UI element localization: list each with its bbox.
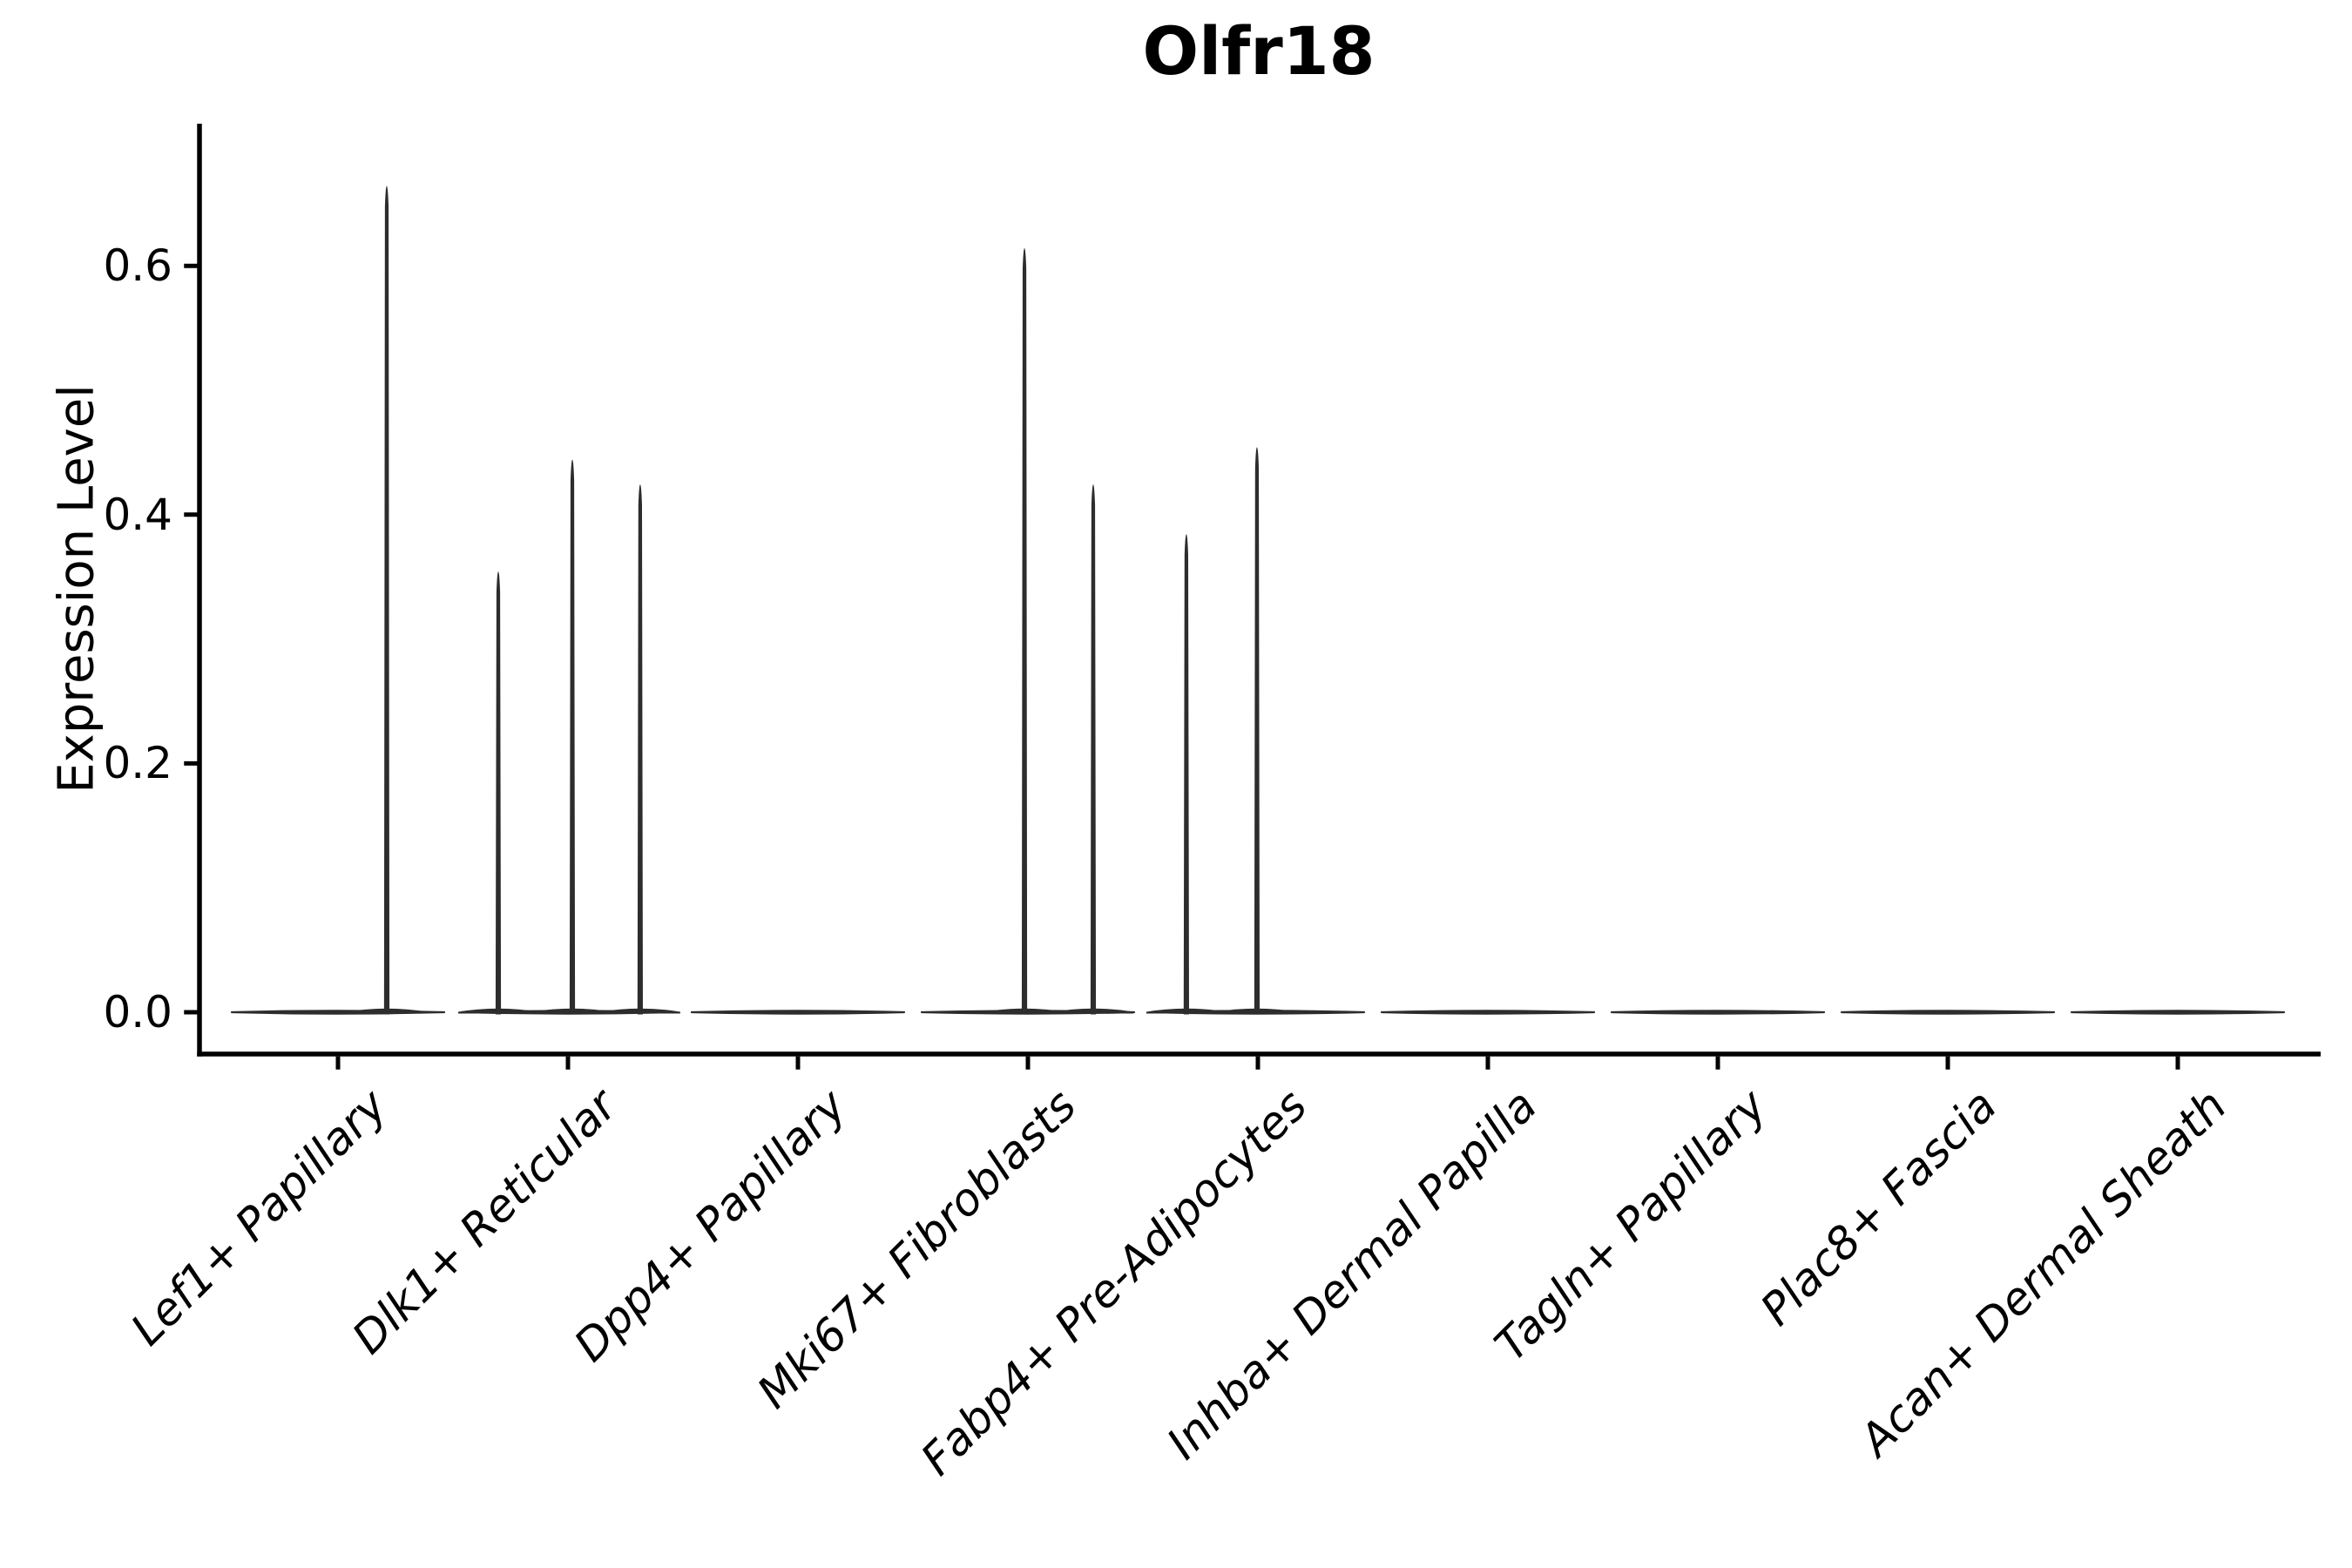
violin-spike (637, 484, 643, 1015)
y-tick-label: 0.4 (103, 489, 172, 540)
violin-base (2070, 1010, 2286, 1015)
chart-title: Olfr18 (1142, 12, 1375, 90)
violin-base (1380, 1010, 1596, 1015)
violin-base (1610, 1010, 1826, 1015)
violin-spike (1021, 247, 1028, 1015)
violin-spike (1254, 447, 1260, 1015)
violin-spike (383, 186, 390, 1015)
violin-base (690, 1010, 906, 1015)
y-tick-label: 0.0 (103, 987, 172, 1037)
y-axis-label: Expression Level (48, 384, 105, 794)
violin-spike (495, 571, 502, 1015)
violin-spike (1183, 534, 1189, 1015)
y-tick-label: 0.6 (103, 240, 172, 292)
y-tick-label: 0.2 (103, 738, 172, 789)
violin-base (1840, 1010, 2056, 1015)
violin-spike (1090, 484, 1097, 1015)
violin-spike (569, 459, 576, 1015)
